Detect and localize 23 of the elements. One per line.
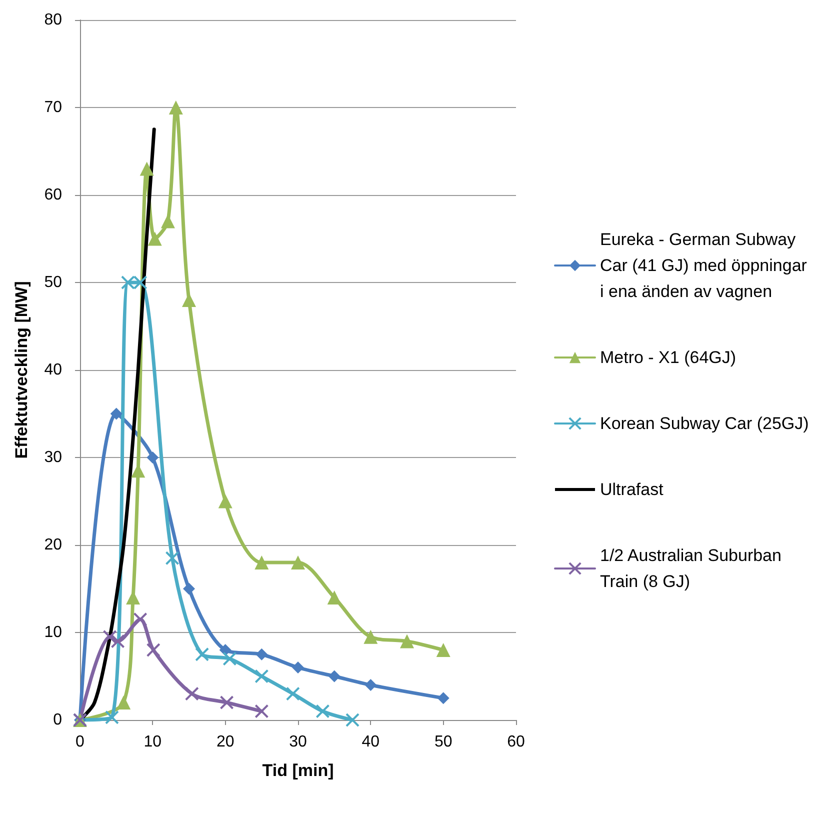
x-tick-label: 0	[76, 734, 85, 750]
y-tick-label: 20	[44, 536, 62, 554]
y-tick-label: 60	[44, 186, 62, 204]
legend-label: Metro - X1 (64GJ)	[600, 348, 736, 367]
y-tick-label: 30	[44, 449, 62, 466]
legend-label: Eureka - German Subway Car (41 GJ) med öppningar i ena änden av vagnen	[600, 230, 812, 301]
legend-label: 1/2 Australian Suburban Train (8 GJ)	[600, 546, 786, 591]
x-tick-label: 60	[507, 734, 525, 750]
x-tick-label: 50	[434, 734, 452, 750]
y-tick-label: 70	[44, 99, 62, 116]
y-tick-label: 80	[44, 12, 62, 28]
y-tick-label: 40	[44, 362, 62, 378]
legend-label: Korean Subway Car (25GJ)	[600, 414, 809, 433]
y-tick-label: 0	[53, 712, 62, 728]
legend-label: Ultrafast	[600, 480, 664, 499]
x-tick-label: 40	[362, 734, 380, 750]
x-axis-title: Tid [min]	[262, 761, 334, 780]
x-tick-label: 30	[289, 734, 307, 750]
y-axis-title: Effektutveckling [MW]	[12, 281, 31, 459]
y-tick-label: 10	[44, 624, 62, 641]
x-tick-label: 10	[144, 734, 162, 750]
x-tick-label: 20	[216, 734, 234, 750]
y-tick-label: 50	[44, 274, 62, 291]
